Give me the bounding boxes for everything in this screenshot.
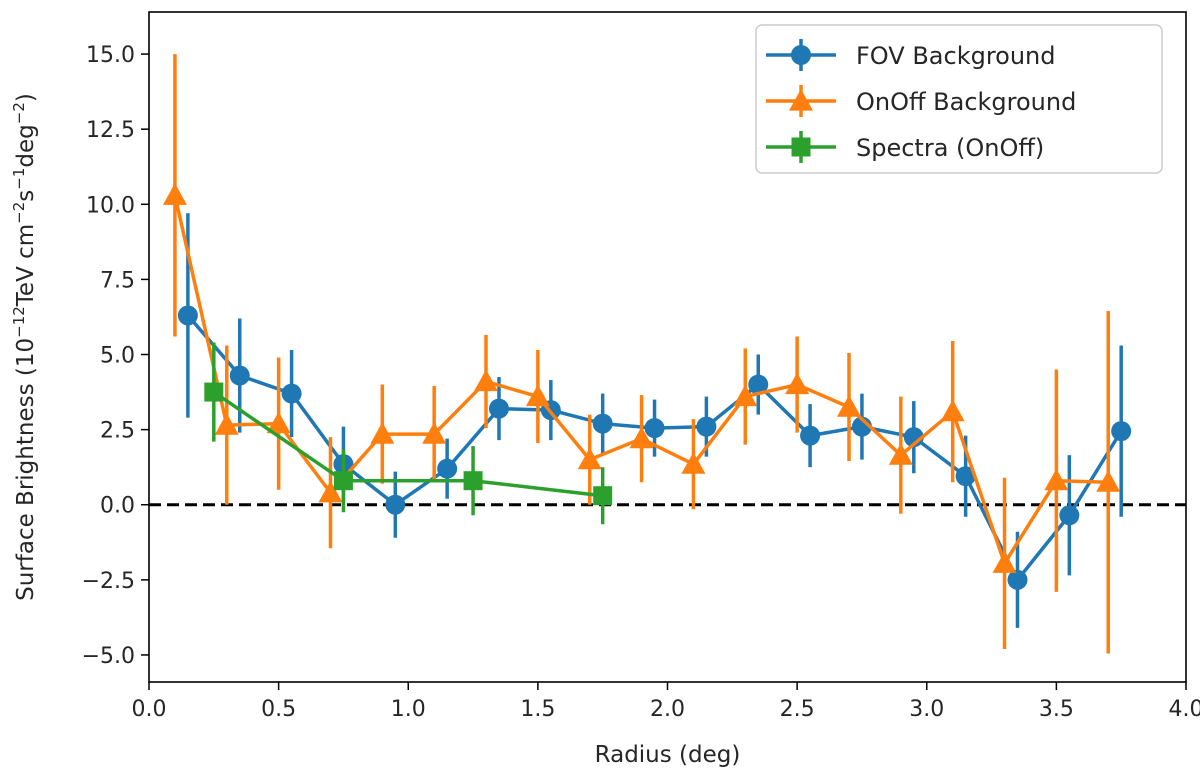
data-point — [696, 416, 717, 437]
y-tick-label: 15.0 — [86, 43, 135, 68]
legend-item: FOV Background — [766, 39, 1056, 71]
data-point — [474, 369, 499, 392]
y-label-exp-2: −2 — [10, 202, 28, 224]
y-tick-label: 2.5 — [100, 419, 135, 444]
legend-marker — [789, 89, 813, 111]
data-point — [266, 411, 291, 434]
data-point — [463, 471, 483, 491]
y-tick-label: 7.5 — [100, 268, 135, 293]
legend-label: FOV Background — [856, 42, 1056, 70]
x-tick-label: 3.5 — [1039, 697, 1074, 722]
y-label-part-2: TeV cm — [13, 224, 39, 307]
data-point — [204, 382, 224, 402]
data-point — [785, 372, 810, 395]
y-label-exp-1: −12 — [10, 306, 28, 338]
data-point — [733, 384, 758, 407]
data-point — [1007, 569, 1028, 590]
y-label-part-1: Surface Brightness (10 — [13, 338, 39, 601]
data-point — [992, 551, 1017, 573]
y-tick-label: 10.0 — [86, 193, 135, 218]
y-axis-label: Surface Brightness (10−12TeV cm−2s−1deg−… — [10, 93, 39, 601]
y-tick-label: 5.0 — [100, 344, 135, 369]
series-layer — [162, 54, 1132, 654]
x-tick-label: 0.5 — [261, 697, 296, 722]
data-point — [800, 425, 821, 446]
y-tick-label: 0.0 — [100, 494, 135, 519]
legend-marker — [791, 45, 811, 65]
x-axis-label: Radius (deg) — [595, 742, 741, 768]
y-label-exp-3: −1 — [10, 168, 28, 190]
x-tick-label: 1.5 — [520, 697, 555, 722]
y-axis-ticks: −5.0 −2.5 0.0 2.5 5.0 7.5 10.0 12.5 15.0 — [82, 43, 149, 669]
data-point — [1044, 468, 1069, 491]
x-tick-label: 4.0 — [1169, 697, 1200, 722]
y-label-part-5: ) — [13, 93, 39, 102]
y-label-exp-4: −2 — [10, 102, 28, 124]
data-point — [214, 413, 239, 435]
data-point — [748, 374, 769, 395]
x-tick-label: 0.0 — [132, 697, 167, 722]
data-point — [370, 422, 395, 444]
legend-item: OnOff Background — [766, 85, 1076, 117]
x-tick-label: 1.0 — [391, 697, 426, 722]
data-point — [940, 399, 965, 422]
x-axis-ticks: 0.0 0.5 1.0 1.5 2.0 2.5 3.0 3.5 4.0 — [132, 682, 1200, 722]
data-point — [281, 383, 302, 404]
data-point — [333, 471, 353, 491]
series-line — [212, 390, 603, 498]
series-spectra-onoff — [204, 342, 613, 525]
data-point — [1096, 470, 1121, 492]
legend-box — [755, 24, 1163, 174]
y-tick-label: −2.5 — [82, 569, 135, 594]
legend-label: OnOff Background — [856, 88, 1076, 116]
data-point — [1111, 421, 1132, 442]
data-point — [592, 413, 613, 434]
data-point — [955, 466, 976, 487]
data-point — [177, 305, 198, 326]
data-point — [593, 486, 613, 506]
x-tick-label: 2.5 — [780, 697, 815, 722]
data-point — [629, 426, 654, 449]
data-point — [437, 458, 458, 479]
data-point — [318, 480, 343, 503]
data-point — [836, 395, 861, 417]
series-onoff-background — [162, 54, 1121, 654]
data-point — [422, 422, 447, 444]
y-tick-label: 12.5 — [86, 118, 135, 143]
legend-label: Spectra (OnOff) — [856, 134, 1044, 162]
data-point — [385, 494, 406, 515]
data-point — [229, 365, 250, 386]
x-tick-label: 3.0 — [909, 697, 944, 722]
y-tick-label: −5.0 — [82, 644, 135, 669]
data-point — [488, 398, 509, 419]
data-point — [681, 452, 706, 474]
legend: FOV Background OnOff Background Spectra (O… — [755, 24, 1163, 174]
legend-item: Spectra (OnOff) — [766, 131, 1044, 163]
y-label-part-4: deg — [13, 124, 39, 167]
data-point — [1059, 505, 1080, 526]
data-point — [577, 447, 602, 470]
data-point — [162, 183, 187, 205]
data-point — [644, 418, 665, 439]
x-tick-label: 2.0 — [650, 697, 685, 722]
data-point — [888, 443, 913, 465]
legend-marker — [791, 137, 811, 157]
data-point — [525, 384, 550, 407]
y-label-part-3: s — [13, 190, 39, 202]
